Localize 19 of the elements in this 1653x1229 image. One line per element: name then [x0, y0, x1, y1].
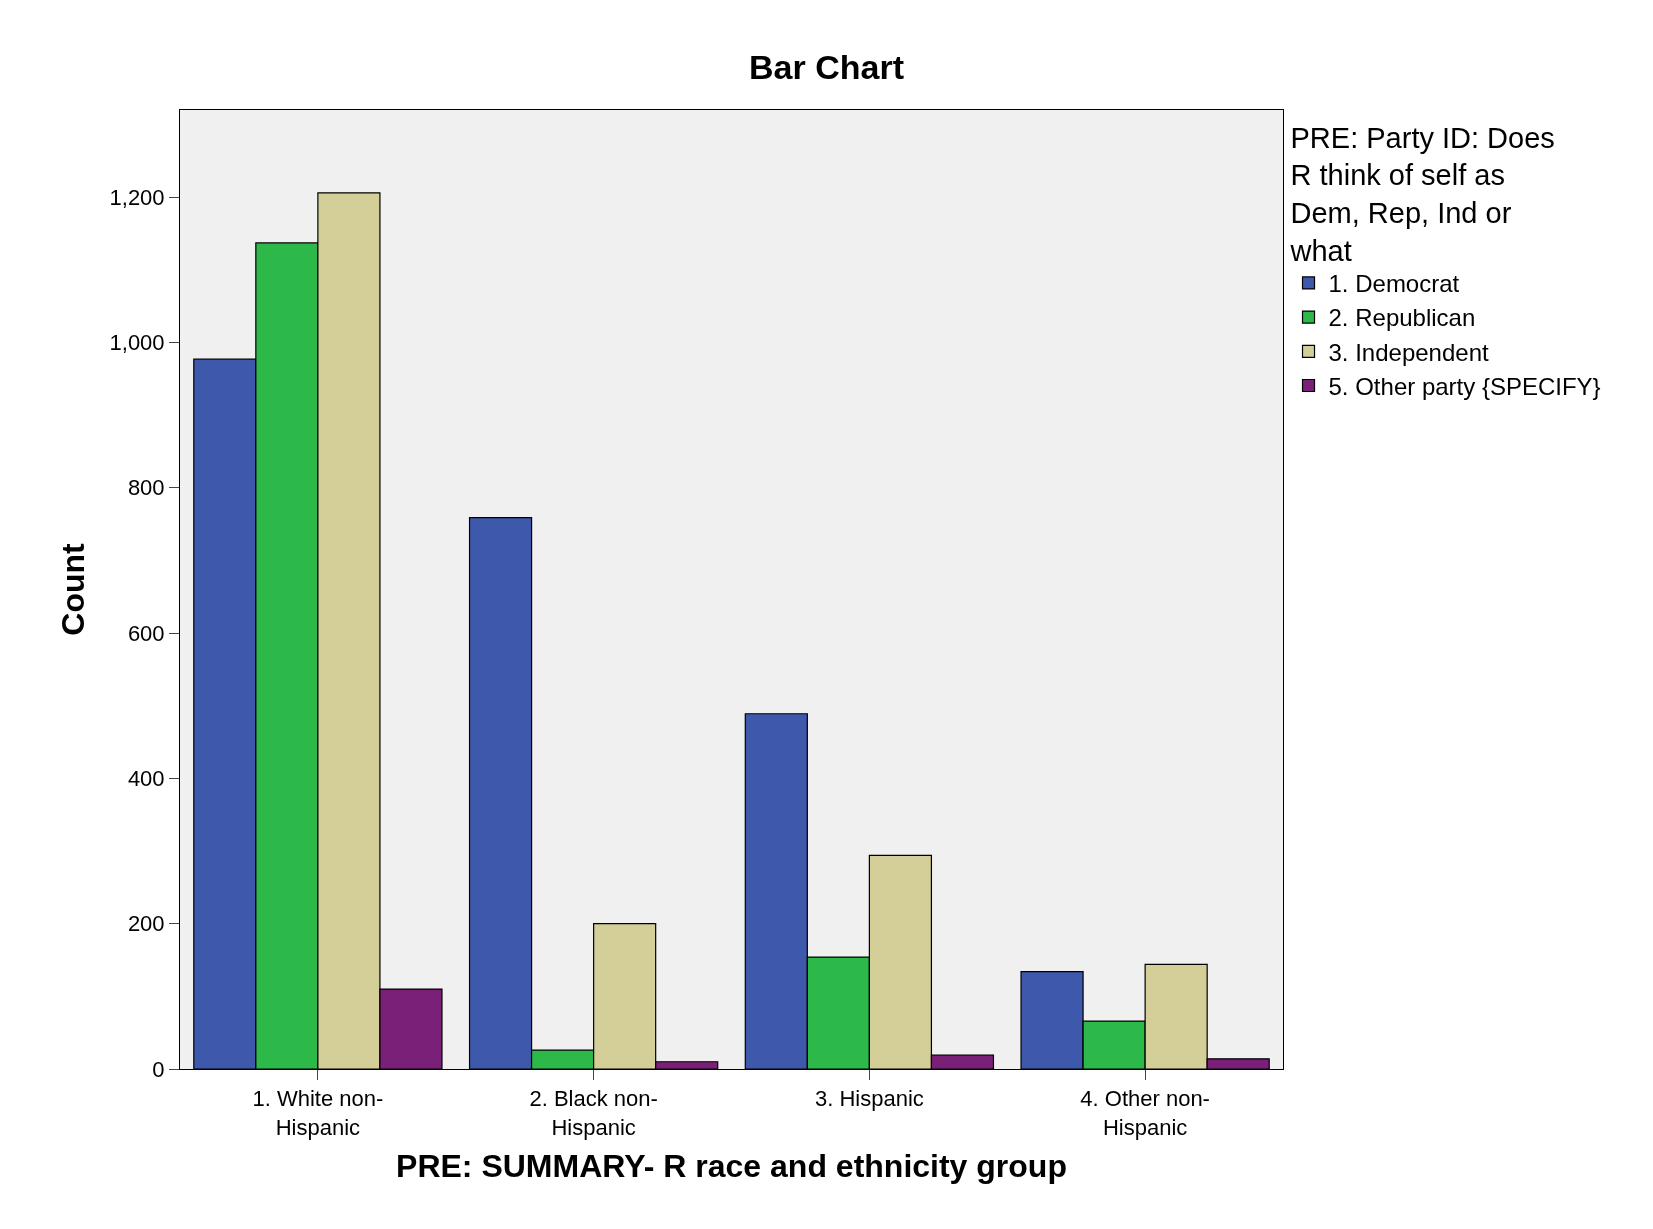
x-tick-label: 1. White non- Hispanic — [252, 1086, 384, 1140]
y-axis-title: Count — [54, 542, 91, 636]
legend-title: PRE: Party ID: Does R think of self as Dem, Rep, Ind or what — [1289, 121, 1555, 267]
y-tick-label: 0 — [152, 1056, 165, 1082]
legend-label: 1. Democrat — [1328, 270, 1460, 298]
y-tick-label: 200 — [127, 911, 165, 937]
y-tick-label: 800 — [127, 475, 165, 501]
y-tick-label: 400 — [127, 766, 165, 792]
y-tick-label: 600 — [127, 620, 165, 646]
chart-title: Bar Chart — [749, 48, 904, 87]
legend-label: 3. Independent — [1328, 338, 1489, 366]
x-tick-label: 4. Other non- Hispanic — [1080, 1086, 1210, 1140]
y-tick-label: 1,000 — [109, 330, 165, 356]
x-axis-title: PRE: SUMMARY- R race and ethnicity group — [396, 1147, 1067, 1184]
y-tick-label: 1,200 — [109, 184, 165, 210]
x-tick-label: 2. Black non- Hispanic — [529, 1086, 658, 1140]
legend-label: 5. Other party {SPECIFY} — [1328, 372, 1601, 400]
legend-label: 2. Republican — [1328, 304, 1476, 332]
x-tick-label: 3. Hispanic — [814, 1086, 924, 1112]
